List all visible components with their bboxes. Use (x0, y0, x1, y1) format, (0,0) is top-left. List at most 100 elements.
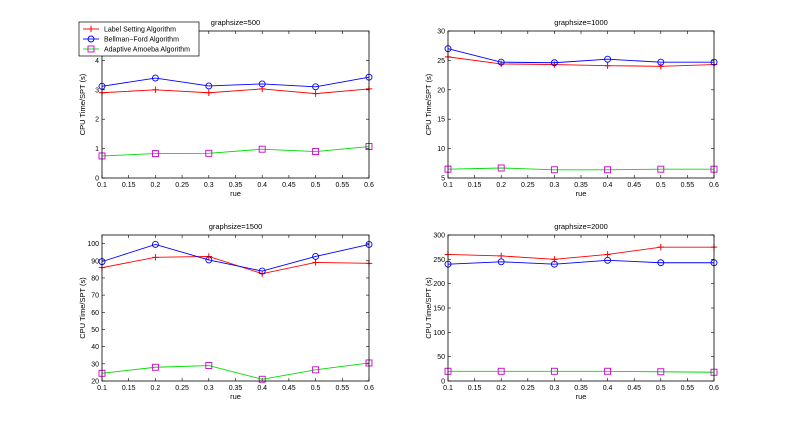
x-tick-label: 0.4 (603, 385, 613, 392)
y-tick-label: 50 (437, 354, 445, 361)
data-point-adaptive-amoeba (205, 149, 213, 157)
x-tick-label: 0.6 (364, 182, 374, 189)
plot-frame (447, 234, 715, 382)
data-point-label-setting (312, 90, 319, 97)
data-point-adaptive-amoeba (497, 164, 505, 172)
series-line-label-setting (447, 56, 715, 67)
subplot-3: graphsize=1500 0.1 0.15 0.2 0.25 0.3 0.35 0.4 0.… (78, 222, 374, 401)
y-axis-label: CPU Time/SPT (s) (78, 73, 87, 135)
legend-entry-label-setting: Label Setting Algorithm (83, 25, 176, 34)
x-tick-label: 0.55 (335, 385, 349, 392)
y-tick-label: 4 (95, 58, 99, 65)
x-tick-label: 0.2 (496, 182, 506, 189)
y-tick-label: 90 (91, 258, 99, 265)
legend-marker (87, 25, 95, 33)
data-point-bellman-ford (657, 259, 665, 267)
x-tick-label: 0.45 (627, 182, 641, 189)
plot-frame (101, 30, 370, 179)
x-tick-label: 0.55 (681, 385, 695, 392)
x-axis-label: rue (230, 189, 241, 198)
series-bellman-ford (444, 45, 718, 67)
data-point-bellman-ford (604, 256, 612, 264)
data-point-bellman-ford (205, 256, 213, 264)
data-point-bellman-ford (550, 260, 558, 268)
x-tick-label: 0.55 (681, 182, 695, 189)
series-line-adaptive-amoeba (101, 362, 370, 380)
y-tick-label: 1 (95, 146, 99, 153)
y-tick-label: 150 (433, 306, 445, 313)
x-tick-label: 0.2 (151, 182, 161, 189)
series-adaptive-amoeba (444, 367, 718, 376)
series-line-bellman-ford (101, 243, 370, 272)
series-line-adaptive-amoeba (448, 370, 715, 373)
x-tick-label: 0.5 (656, 182, 666, 189)
y-tick-label: 50 (91, 327, 99, 334)
data-point-adaptive-amoeba (151, 363, 159, 371)
y-tick-label: 20 (437, 87, 445, 94)
subplot-4: graphsize=2000 0.1 0.15 0.2 0.25 0.3 0.35 0.4 0.… (424, 222, 719, 401)
x-tick-label: 0.25 (175, 182, 189, 189)
subplot-2: graphsize=1000 0.1 0.15 0.2 0.25 0.3 0.35 0.4 0.… (424, 18, 719, 198)
y-tick-label: 2 (95, 117, 99, 124)
x-tick-label: 0.1 (97, 385, 107, 392)
x-axis-label: rue (576, 189, 587, 198)
series-line-bellman-ford (101, 76, 370, 88)
subplot-title: graphsize=500 (211, 18, 260, 27)
subplot-title: graphsize=1000 (554, 18, 608, 27)
x-tick-label: 0.4 (603, 182, 613, 189)
data-point-bellman-ford (151, 74, 159, 82)
series-adaptive-amoeba (98, 143, 373, 160)
data-point-label-setting (152, 254, 159, 261)
x-tick-label: 0.45 (627, 385, 641, 392)
x-axis-label: rue (230, 392, 241, 401)
data-point-bellman-ford (258, 80, 266, 88)
x-tick-label: 0.3 (550, 182, 560, 189)
x-tick-label: 0.15 (468, 182, 482, 189)
x-tick-label: 0.15 (122, 182, 136, 189)
legend-marker (87, 35, 95, 43)
data-point-bellman-ford (497, 258, 505, 266)
legend-label: Adaptive Amoeba Algorithm (104, 47, 190, 54)
subplot-title: graphsize=1500 (209, 222, 263, 231)
data-point-bellman-ford (205, 82, 213, 90)
subplot-1: graphsize=500 0.1 0.15 0.2 0.25 0.3 0.35 0.4 0.4… (78, 18, 374, 198)
y-tick-label: 70 (91, 293, 99, 300)
x-tick-label: 0.1 (97, 182, 107, 189)
legend-marker (87, 45, 95, 53)
x-tick-label: 0.25 (521, 182, 535, 189)
y-tick-label: 20 (91, 379, 99, 386)
data-point-bellman-ford (550, 59, 558, 67)
data-point-bellman-ford (151, 240, 159, 248)
x-tick-label: 0.35 (229, 182, 243, 189)
data-point-label-setting (657, 63, 664, 70)
x-tick-label: 0.35 (574, 182, 588, 189)
data-point-adaptive-amoeba (550, 367, 558, 375)
data-point-label-setting (205, 89, 212, 96)
legend-entry-bellman-ford: Bellman−Ford Algorithm (83, 35, 179, 44)
data-point-label-setting (657, 243, 664, 251)
data-point-adaptive-amoeba (657, 368, 665, 376)
data-point-adaptive-amoeba (312, 148, 320, 155)
y-axis-label: CPU Time/SPT (s) (424, 277, 433, 339)
series-line-adaptive-amoeba (447, 167, 714, 171)
y-tick-label: 30 (91, 361, 99, 368)
y-tick-label: 30 (437, 29, 445, 36)
plot-frame (101, 234, 370, 382)
data-point-adaptive-amoeba (550, 166, 558, 174)
data-point-bellman-ford (312, 253, 320, 260)
data-point-adaptive-amoeba (258, 375, 266, 383)
data-point-adaptive-amoeba (497, 367, 505, 375)
data-point-adaptive-amoeba (604, 367, 612, 375)
y-tick-label: 80 (91, 275, 99, 282)
x-tick-label: 0.15 (468, 385, 482, 392)
x-tick-label: 0.1 (443, 385, 453, 392)
y-tick-label: 60 (91, 310, 99, 317)
y-tick-label: 25 (437, 58, 445, 65)
data-point-adaptive-amoeba (604, 166, 612, 174)
y-tick-label: 5 (441, 176, 445, 183)
data-point-adaptive-amoeba (258, 145, 266, 153)
x-tick-label: 0.25 (521, 385, 535, 392)
series-label-setting (444, 53, 718, 70)
series-label-setting (98, 85, 373, 97)
y-tick-label: 0 (95, 176, 99, 183)
